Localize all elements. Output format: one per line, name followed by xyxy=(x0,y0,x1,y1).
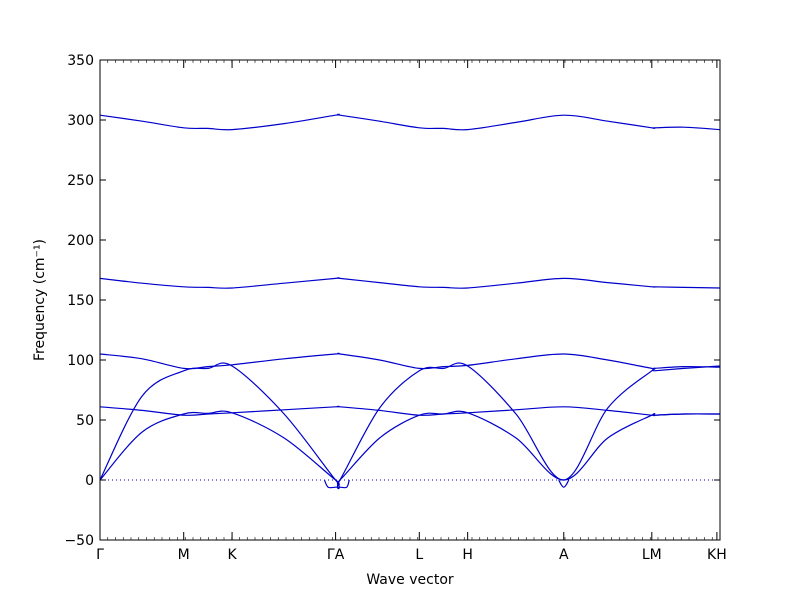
plot-frame xyxy=(99,59,721,541)
x-tick-label: L xyxy=(415,547,423,563)
band-line-1 xyxy=(100,113,720,131)
band-line-5 xyxy=(100,410,720,486)
y-tick-label: 250 xyxy=(67,173,94,189)
y-tick-label: −50 xyxy=(64,533,94,549)
band-line-6 xyxy=(100,362,720,490)
x-tick-label: LM xyxy=(642,547,662,563)
y-tick-label: 200 xyxy=(67,233,94,249)
x-tick-label: ΓA xyxy=(327,547,345,563)
y-tick-label: 350 xyxy=(67,53,94,69)
y-tick-label: 0 xyxy=(85,473,94,489)
tick-layer: −50 0 50 100 150 200 250 300 350 Γ M K ΓA L H A LM KH xyxy=(64,53,726,563)
x-tick-label: KH xyxy=(707,547,727,563)
x-tick-label: K xyxy=(227,547,237,563)
x-axis-label: Wave vector xyxy=(366,572,454,588)
band-line-2 xyxy=(100,277,720,289)
y-tick-label: 50 xyxy=(76,413,94,429)
x-tick-label: A xyxy=(559,547,569,563)
band-line-4 xyxy=(100,405,720,417)
y-tick-label: 100 xyxy=(67,353,94,369)
y-axis-label: Frequency (cm⁻¹) xyxy=(32,239,48,361)
y-tick-label: 300 xyxy=(67,113,94,129)
y-tick-label: 150 xyxy=(67,293,94,309)
x-tick-label: Γ xyxy=(96,547,104,563)
band-line-8 xyxy=(558,479,570,488)
band-line-7 xyxy=(323,479,350,489)
band-line-3 xyxy=(100,352,720,370)
x-tick-label: H xyxy=(462,547,473,563)
series-layer xyxy=(100,113,720,490)
x-tick-label: M xyxy=(178,547,190,563)
